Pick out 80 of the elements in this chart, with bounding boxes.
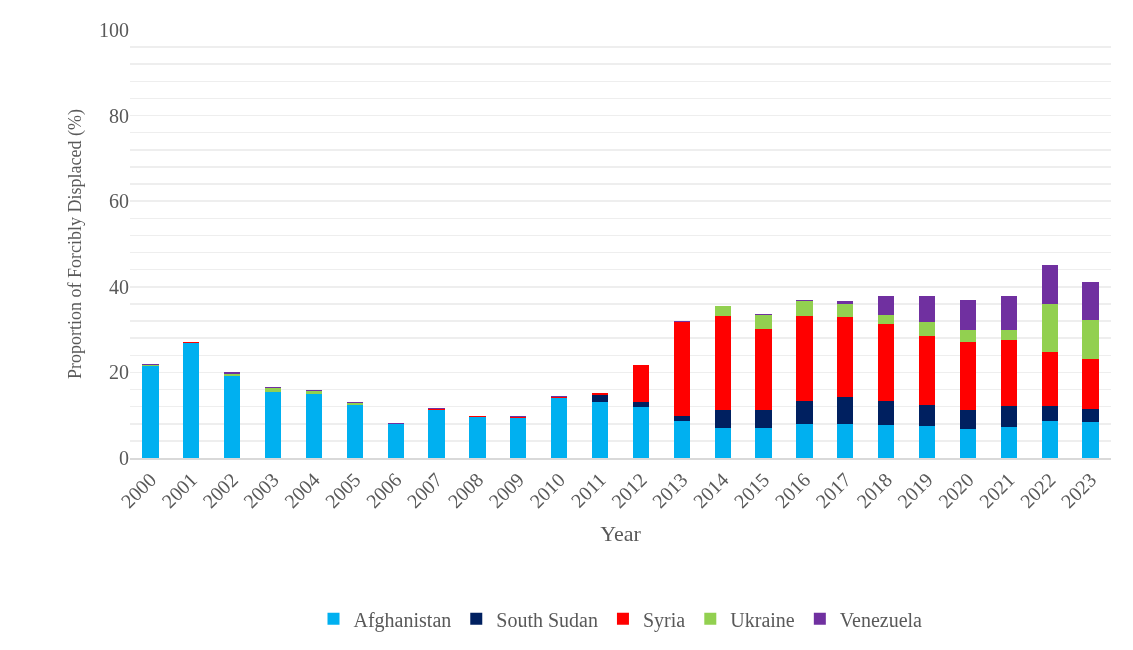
bar <box>1000 340 1017 407</box>
bar <box>551 397 568 458</box>
bar <box>959 330 977 343</box>
bar <box>673 416 690 422</box>
bar <box>714 315 731 411</box>
bar <box>1000 329 1017 341</box>
bar <box>878 425 895 458</box>
bar <box>714 428 731 458</box>
legend-label: Ukraine <box>730 608 795 631</box>
bar <box>1041 406 1058 422</box>
y-tick-label: 0 <box>119 447 129 469</box>
bar <box>837 304 854 318</box>
bar <box>305 393 323 458</box>
y-tick-label: 80 <box>109 104 129 127</box>
bar <box>714 410 731 429</box>
y-tick-label: 20 <box>109 361 129 384</box>
legend-label: South Sudan <box>496 608 598 631</box>
bar <box>959 342 977 411</box>
bar <box>673 321 690 417</box>
bar <box>755 410 772 429</box>
bar <box>142 365 159 458</box>
bar <box>346 404 363 458</box>
y-tick-label: 40 <box>109 275 129 298</box>
bar <box>183 343 200 458</box>
bar <box>837 317 854 397</box>
bar <box>918 404 936 426</box>
bar <box>387 423 404 458</box>
bar <box>632 401 650 408</box>
bar <box>755 315 772 330</box>
legend-label: Venezuela <box>839 608 923 631</box>
bar <box>959 299 977 331</box>
bar <box>918 295 936 322</box>
bar <box>469 417 486 458</box>
bar <box>918 335 936 405</box>
bar <box>632 407 650 458</box>
bar <box>1041 352 1058 407</box>
y-tick-label: 60 <box>109 190 129 213</box>
x-tick-label: 2011 <box>566 468 610 512</box>
bar <box>591 395 609 403</box>
bar <box>1041 421 1058 458</box>
bar <box>1041 264 1058 304</box>
bar <box>837 301 854 305</box>
x-axis-title: Year <box>600 520 642 546</box>
bar <box>837 396 854 425</box>
bar <box>796 315 813 402</box>
bar <box>1082 320 1099 360</box>
bar <box>796 300 813 316</box>
bar <box>264 392 282 458</box>
bar <box>1082 281 1099 321</box>
bar <box>1000 296 1017 330</box>
bar <box>796 401 813 425</box>
bar <box>510 418 527 458</box>
y-axis-title: Proportion of Forcibly Displaced (%) <box>65 109 87 379</box>
bar <box>878 401 895 426</box>
bar <box>878 296 895 315</box>
bar <box>755 329 772 411</box>
bar <box>1000 406 1017 428</box>
bar <box>959 429 977 458</box>
bar <box>1082 359 1099 410</box>
bar <box>918 321 936 336</box>
bar <box>428 410 445 458</box>
bar <box>264 387 282 393</box>
bar <box>796 424 813 458</box>
bar <box>878 324 895 402</box>
legend-label: Syria <box>642 608 686 632</box>
bar <box>591 402 609 458</box>
bar <box>224 376 241 458</box>
bar <box>755 428 772 458</box>
bar <box>1082 421 1099 458</box>
bar <box>1041 303 1058 353</box>
bar <box>918 425 936 458</box>
bar <box>1082 409 1099 422</box>
bar <box>632 365 650 402</box>
bar <box>714 306 731 316</box>
bar <box>837 424 854 458</box>
legend-label: Afghanistan <box>353 608 452 632</box>
bar <box>959 410 977 430</box>
bar <box>673 421 690 458</box>
bar <box>1000 427 1017 458</box>
y-tick-label: 100 <box>99 19 129 41</box>
